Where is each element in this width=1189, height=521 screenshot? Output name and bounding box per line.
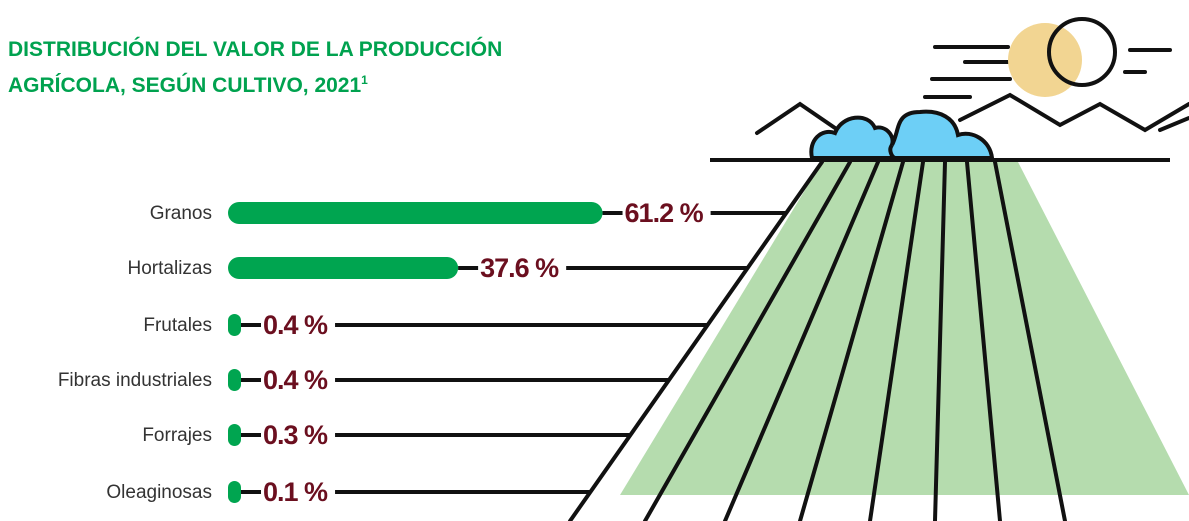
bar <box>228 314 241 336</box>
value-label: 37.6 % <box>480 253 559 283</box>
value-label: 0.3 % <box>263 420 328 450</box>
bar <box>228 424 241 446</box>
bar <box>228 369 241 391</box>
value-label: 0.4 % <box>263 310 328 340</box>
category-label: Oleaginosas <box>106 482 212 503</box>
scenery <box>568 17 1189 521</box>
bar <box>228 202 603 224</box>
value-label: 0.1 % <box>263 477 328 507</box>
chart-title: AGRÍCOLA, SEGÚN CULTIVO, 20211 <box>8 73 368 97</box>
title-footnote: 1 <box>361 73 368 87</box>
category-label: Fibras industriales <box>58 370 212 391</box>
category-label: Hortalizas <box>128 258 212 279</box>
category-label: Forrajes <box>142 425 212 446</box>
bars: Granos 61.2 % Hortalizas 37.6 % Frutales 0.4 … <box>58 198 787 507</box>
chart-title: DISTRIBUCIÓN DEL VALOR DE LA PRODUCCIÓN <box>8 37 502 61</box>
category-label: Frutales <box>143 315 212 336</box>
bar <box>228 257 459 279</box>
bar <box>228 481 241 503</box>
value-label: 61.2 % <box>625 198 704 228</box>
value-label: 0.4 % <box>263 365 328 395</box>
title-line: AGRÍCOLA, SEGÚN CULTIVO, 2021 <box>8 73 361 97</box>
category-label: Granos <box>150 203 212 224</box>
